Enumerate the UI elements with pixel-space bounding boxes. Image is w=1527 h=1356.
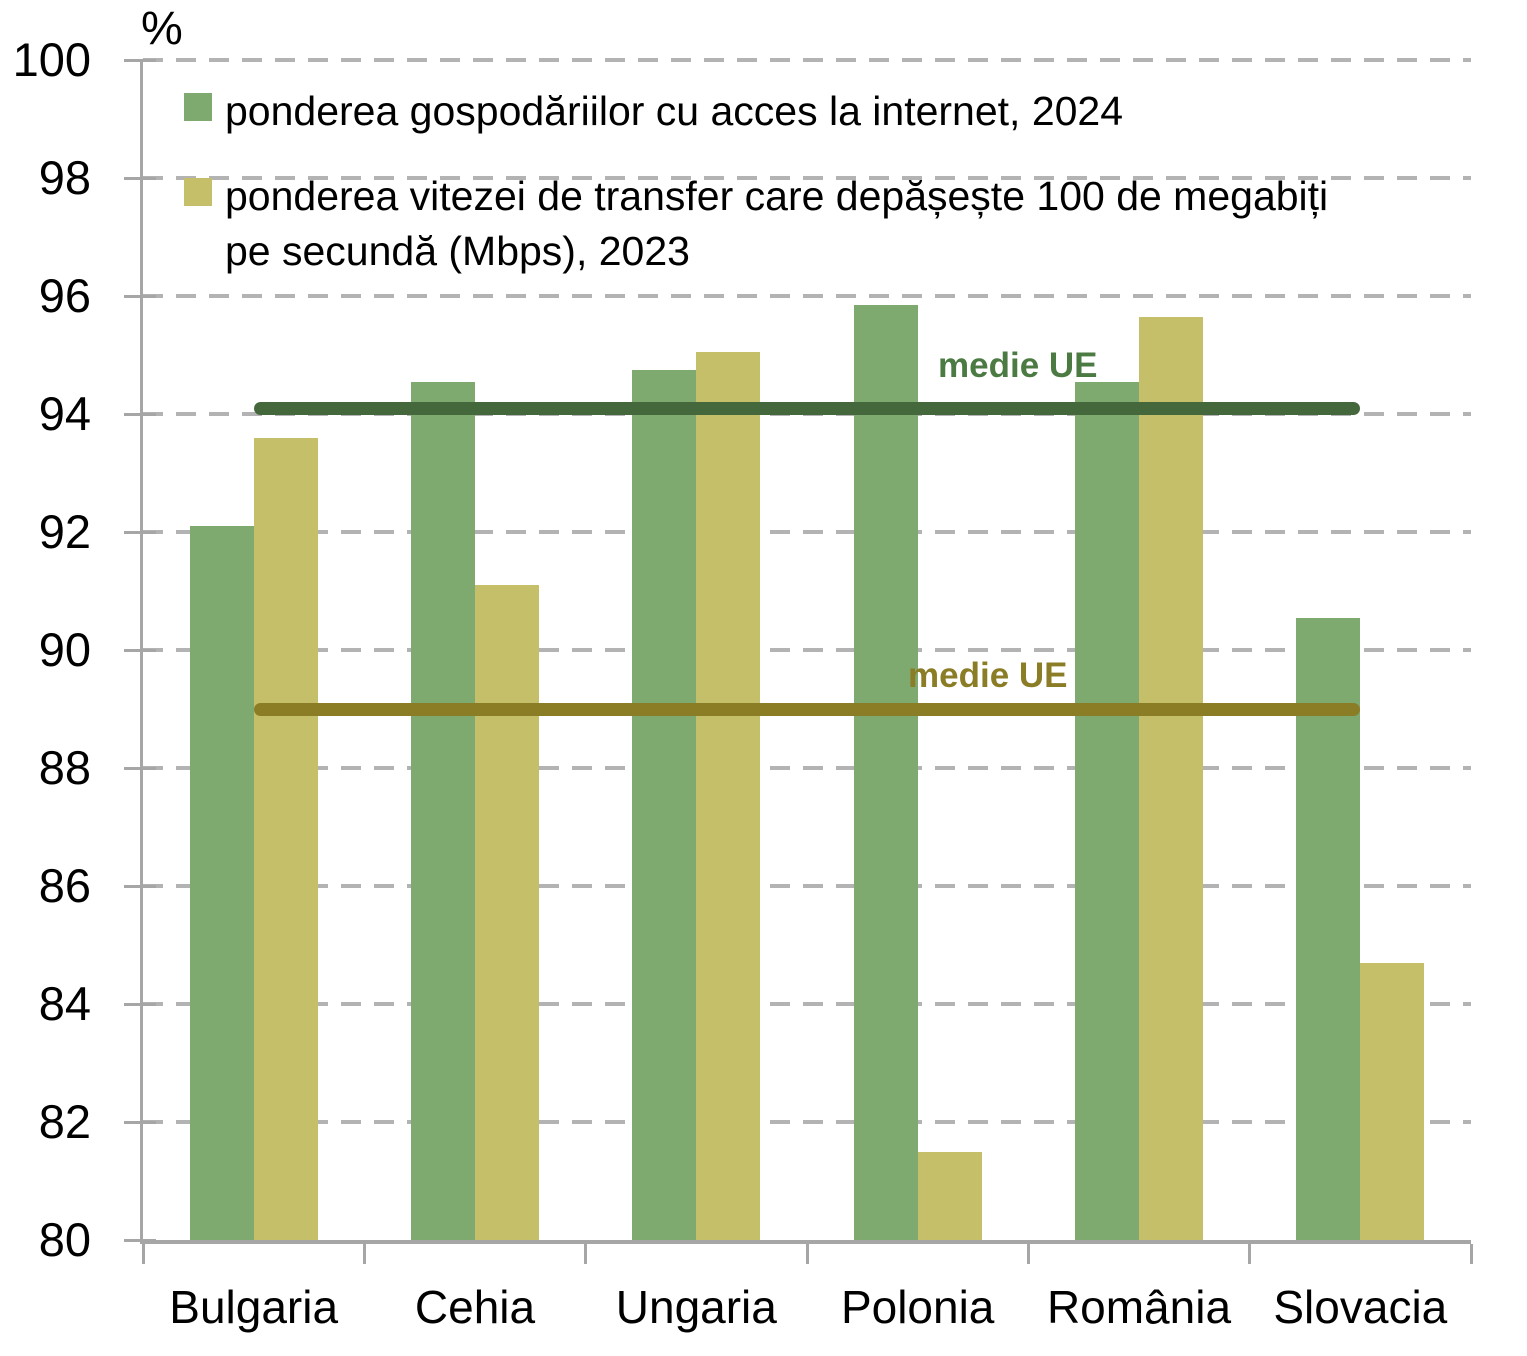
y-tick-label-86: 86: [38, 859, 91, 912]
legend-swatch-green: [184, 93, 212, 121]
x-category-label-ungaria: Ungaria: [615, 1281, 777, 1333]
y-tick-label-94: 94: [38, 387, 91, 440]
legend-label-transfer-speed: ponderea vitezei de transfer care depășe…: [225, 173, 1329, 274]
bar-polonia-internet: [853, 304, 918, 1240]
legend-item-transfer-speed: ponderea vitezei de transfer care depășe…: [184, 169, 1328, 279]
bar-românia-speed: [1139, 316, 1203, 1240]
gridline-100: [143, 58, 1471, 62]
y-tick-label-100: 100: [12, 33, 91, 86]
y-tick-label-80: 80: [38, 1213, 91, 1266]
gridline-82: [143, 1120, 1471, 1124]
legend-label-internet-access: ponderea gospodăriilor cu acces la inter…: [225, 88, 1124, 134]
y-tick-94: [124, 412, 156, 416]
gridline-86: [143, 884, 1471, 888]
y-tick-90: [124, 648, 156, 652]
y-tick-86: [124, 884, 156, 888]
bar-slovacia-speed: [1360, 962, 1425, 1240]
bar-slovacia-internet: [1296, 617, 1361, 1240]
bar-ungaria-speed: [696, 352, 761, 1240]
y-tick-100: [124, 58, 156, 62]
x-category-label-bulgaria: Bulgaria: [169, 1281, 339, 1333]
y-tick-92: [124, 530, 156, 534]
x-tick-6: [1469, 1244, 1473, 1264]
bar-bulgaria-internet: [189, 526, 254, 1240]
bar-cehia-internet: [411, 381, 475, 1240]
bar-polonia-speed: [917, 1151, 982, 1240]
y-tick-label-84: 84: [38, 977, 91, 1030]
eu-average-label-speed: medie UE: [908, 656, 1068, 695]
bar-bulgaria-speed: [253, 437, 318, 1240]
y-tick-98: [124, 176, 156, 180]
legend-swatch-yellow: [184, 178, 212, 206]
y-axis-unit-label: %: [141, 1, 183, 54]
eu-average-label-internet: medie UE: [938, 346, 1098, 385]
y-tick-label-96: 96: [38, 269, 91, 322]
gridline-84: [143, 1002, 1471, 1006]
plot-area: 100 98 96 94 92 90 88 86 84 82 80 Bulgaria Cehia Unga…: [13, 36, 1473, 1332]
y-tick-label-88: 88: [38, 741, 91, 794]
gridline-88: [143, 766, 1471, 770]
eu-average-line-speed: [253, 702, 1361, 716]
x-category-label-românia: România: [1046, 1281, 1232, 1333]
y-tick-label-98: 98: [38, 151, 91, 204]
legend: ponderea gospodăriilor cu acces la inter…: [184, 84, 1328, 279]
x-tick-0: [141, 1244, 145, 1264]
y-tick-label-82: 82: [38, 1095, 91, 1148]
x-tick-3: [805, 1244, 809, 1264]
x-tick-2: [584, 1244, 588, 1264]
gridline-90: [143, 648, 1471, 652]
gridline-92: [143, 530, 1471, 534]
x-tick-5: [1248, 1244, 1252, 1264]
y-tick-82: [124, 1120, 156, 1124]
bar-ungaria-internet: [632, 369, 697, 1240]
y-tick-80: [124, 1238, 156, 1242]
x-category-label-slovacia: Slovacia: [1273, 1281, 1448, 1333]
legend-item-internet-access: ponderea gospodăriilor cu acces la inter…: [184, 84, 1328, 139]
eu-average-line-internet: [253, 401, 1361, 415]
y-tick-label-92: 92: [38, 505, 91, 558]
bar-românia-internet: [1075, 381, 1139, 1240]
y-tick-label-90: 90: [38, 623, 91, 676]
y-tick-84: [124, 1002, 156, 1006]
y-tick-96: [124, 294, 156, 298]
bar-cehia-speed: [475, 585, 539, 1240]
x-category-label-cehia: Cehia: [414, 1281, 536, 1333]
y-tick-88: [124, 766, 156, 770]
gridline-96: [143, 294, 1471, 298]
x-tick-4: [1026, 1244, 1030, 1264]
x-tick-1: [362, 1244, 366, 1264]
gridline-98: [143, 176, 1471, 180]
x-category-label-polonia: Polonia: [840, 1281, 995, 1333]
